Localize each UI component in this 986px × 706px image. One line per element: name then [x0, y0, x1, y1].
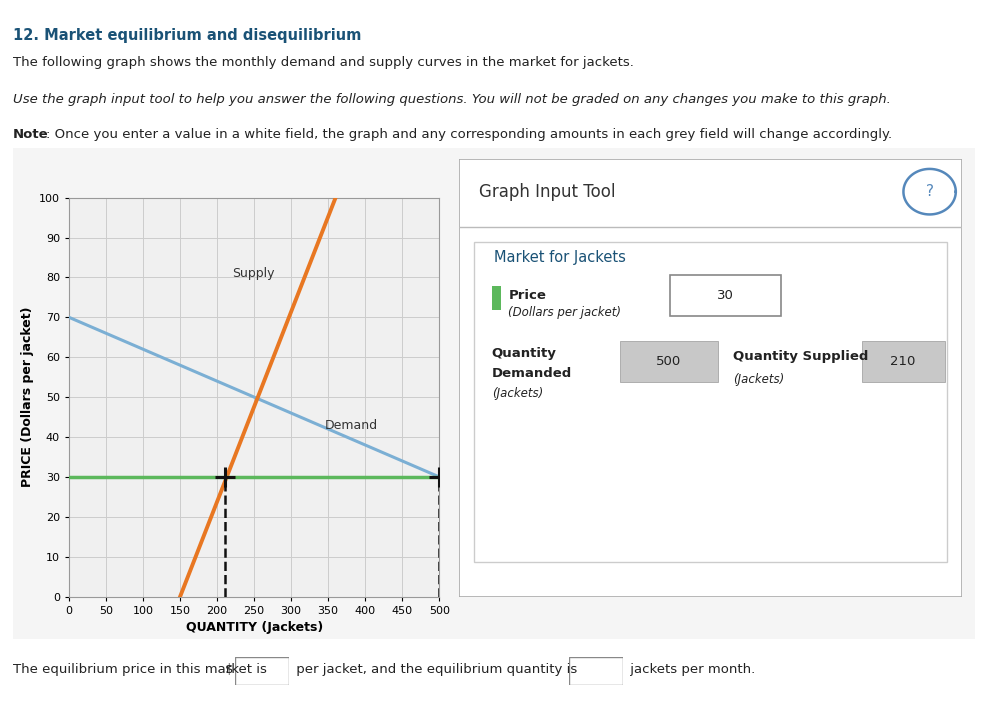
- Text: ?: ?: [925, 184, 933, 199]
- Text: 210: 210: [889, 355, 915, 368]
- FancyBboxPatch shape: [235, 657, 289, 685]
- Text: Demand: Demand: [324, 419, 378, 432]
- Text: The following graph shows the monthly demand and supply curves in the market for: The following graph shows the monthly de…: [13, 56, 633, 69]
- Text: $: $: [225, 663, 234, 676]
- Text: (Dollars per jacket): (Dollars per jacket): [508, 306, 620, 319]
- FancyBboxPatch shape: [491, 286, 500, 310]
- Y-axis label: PRICE (Dollars per jacket): PRICE (Dollars per jacket): [21, 307, 34, 487]
- Text: Market for Jackets: Market for Jackets: [494, 250, 625, 265]
- Text: 30: 30: [717, 289, 734, 302]
- Text: : Once you enter a value in a white field, the graph and any corresponding amoun: : Once you enter a value in a white fiel…: [46, 128, 891, 141]
- FancyBboxPatch shape: [458, 159, 961, 597]
- FancyBboxPatch shape: [669, 275, 780, 316]
- Text: Use the graph input tool to help you answer the following questions. You will no: Use the graph input tool to help you ans…: [13, 93, 889, 106]
- FancyBboxPatch shape: [568, 657, 622, 685]
- Text: Note: Note: [13, 128, 48, 141]
- Text: 500: 500: [656, 355, 680, 368]
- Text: The equilibrium price in this market is: The equilibrium price in this market is: [13, 663, 271, 676]
- Text: Price: Price: [508, 289, 545, 302]
- FancyBboxPatch shape: [861, 340, 944, 382]
- Text: Demanded: Demanded: [491, 367, 571, 380]
- Text: 12. Market equilibrium and disequilibrium: 12. Market equilibrium and disequilibriu…: [13, 28, 361, 43]
- Text: Quantity Supplied: Quantity Supplied: [733, 350, 868, 363]
- Text: Graph Input Tool: Graph Input Tool: [478, 183, 615, 201]
- FancyBboxPatch shape: [619, 340, 718, 382]
- FancyBboxPatch shape: [8, 146, 979, 641]
- Text: per jacket, and the equilibrium quantity is: per jacket, and the equilibrium quantity…: [292, 663, 581, 676]
- Text: (Jackets): (Jackets): [733, 373, 784, 386]
- Text: jackets per month.: jackets per month.: [625, 663, 754, 676]
- X-axis label: QUANTITY (Jackets): QUANTITY (Jackets): [185, 621, 322, 634]
- Text: Quantity: Quantity: [491, 347, 556, 360]
- FancyBboxPatch shape: [473, 242, 947, 561]
- Text: (Jackets): (Jackets): [491, 386, 542, 400]
- Text: Supply: Supply: [232, 268, 274, 280]
